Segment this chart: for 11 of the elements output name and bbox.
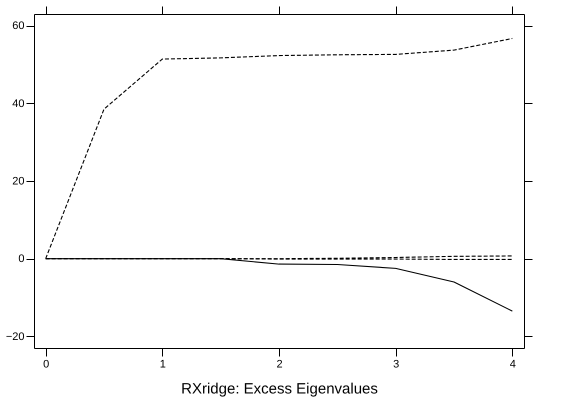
y-tick-label: −20 xyxy=(6,330,24,343)
x-axis-title: RXridge: Excess Eigenvalues xyxy=(181,380,378,398)
x-tick-label: 4 xyxy=(510,358,516,370)
y-tick-label: 0 xyxy=(18,253,24,266)
x-tick-label: 0 xyxy=(43,358,50,370)
y-tick-label: 60 xyxy=(12,20,24,32)
x-tick-label: 1 xyxy=(160,358,166,370)
x-tick-label: 2 xyxy=(276,358,283,370)
y-tick-label: 40 xyxy=(12,98,24,110)
y-tick-label: 20 xyxy=(12,176,24,188)
x-tick-label: 3 xyxy=(393,358,400,370)
